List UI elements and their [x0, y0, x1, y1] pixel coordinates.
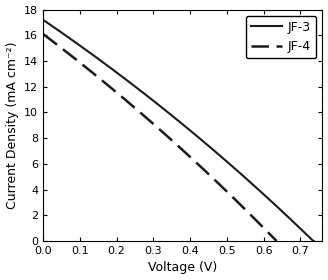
JF-4 — [268, 233, 272, 236]
JF-3 — [304, 232, 308, 236]
JF-3 — [311, 239, 315, 243]
Line: JF-4: JF-4 — [43, 34, 277, 241]
JF-3 — [304, 232, 308, 235]
JF-3 — [173, 116, 177, 120]
JF-4 — [155, 125, 159, 129]
JF-4 — [149, 120, 153, 123]
Y-axis label: Current Density (mA cm⁻²): Current Density (mA cm⁻²) — [6, 41, 19, 209]
JF-4 — [275, 239, 279, 243]
JF-3 — [41, 18, 45, 22]
JF-3 — [166, 110, 170, 114]
JF-4 — [275, 239, 278, 243]
JF-3 — [55, 28, 59, 31]
JF-4 — [268, 233, 272, 236]
Line: JF-3: JF-3 — [43, 20, 314, 241]
JF-4 — [41, 32, 45, 36]
JF-4 — [225, 190, 229, 193]
JF-3 — [312, 239, 316, 243]
X-axis label: Voltage (V): Voltage (V) — [148, 262, 217, 274]
Legend: JF-3, JF-4: JF-3, JF-4 — [246, 16, 316, 58]
JF-3 — [254, 186, 258, 189]
JF-4 — [53, 41, 57, 45]
